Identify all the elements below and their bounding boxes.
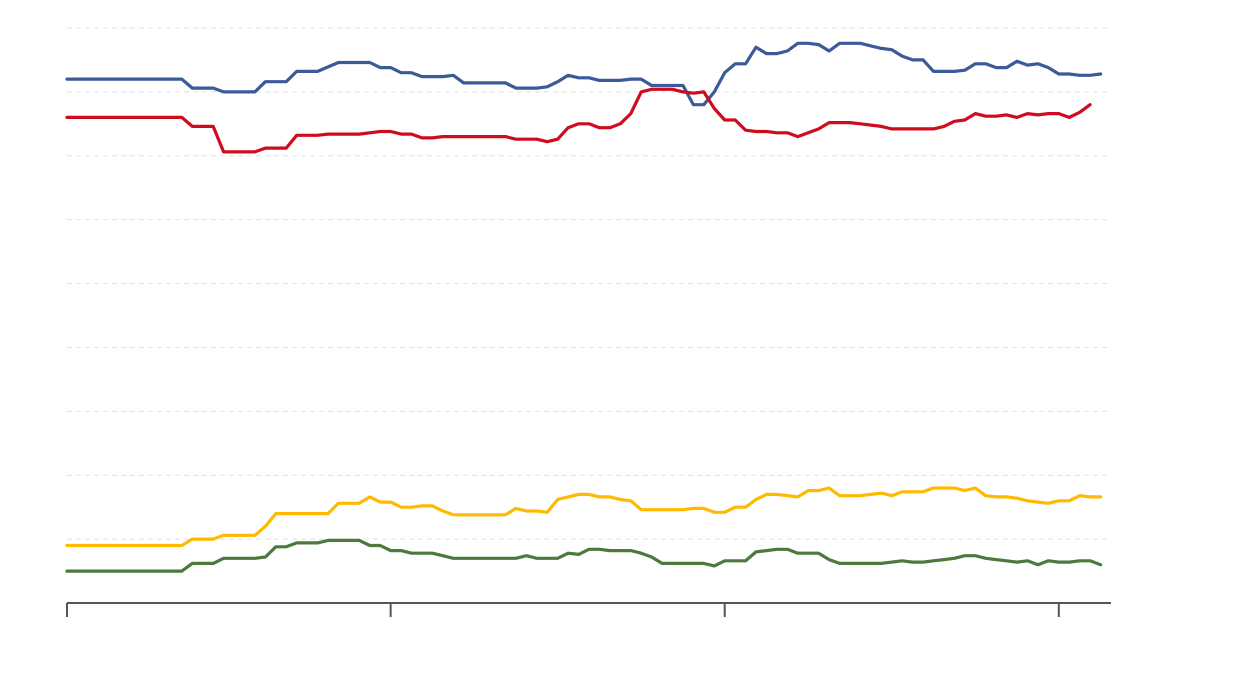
- series-line-0: [65, 41, 1103, 107]
- series-lines: [65, 41, 1103, 573]
- x-axis: [66, 602, 1111, 617]
- series-line-2: [65, 486, 1103, 548]
- gridlines: [67, 27, 1111, 540]
- series-line-3: [65, 538, 1103, 573]
- series-line-1: [65, 87, 1092, 154]
